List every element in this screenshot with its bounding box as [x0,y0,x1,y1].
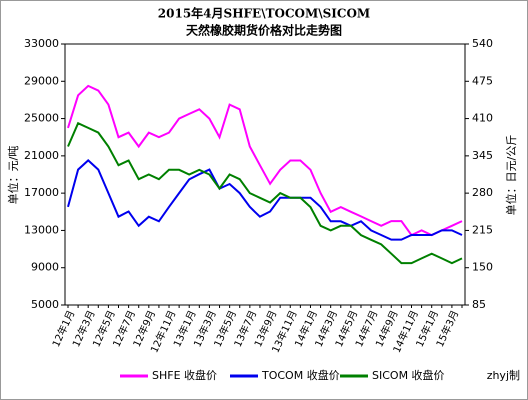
y-tick-label: 25000 [24,112,59,125]
y-tick-label: 9000 [31,261,59,274]
series-line [67,121,463,265]
chart-subtitle: 天然橡胶期货价格对比走势图 [186,23,342,38]
legend-label: TOCOM 收盘价 [261,368,340,382]
chart-title: 2015年4月SHFE\TOCOM\SICOM [158,6,370,21]
y2-tick-label: 215 [472,223,493,236]
y-tick-label: 29000 [24,74,59,87]
legend-label: SHFE 收盘价 [152,368,217,382]
series-line [67,159,463,241]
series-line [67,84,463,237]
y2-tick-label: 85 [472,298,486,311]
y-tick-label: 17000 [24,186,59,199]
y-tick-label: 13000 [24,223,59,236]
y2-tick-label: 150 [472,261,493,274]
y2-tick-label: 540 [472,37,493,50]
y-tick-label: 33000 [24,37,59,50]
y2-tick-label: 345 [472,149,493,162]
y2-tick-label: 475 [472,74,493,87]
y2-tick-label: 280 [472,186,493,199]
plot-area [64,43,466,306]
legend-label: SICOM 收盘价 [372,368,445,382]
y2-tick-label: 410 [472,112,493,125]
y-tick-label: 5000 [31,298,59,311]
y2-axis-label: 单位：日元/公斤 [504,135,518,216]
source-note: zhyj制 [487,369,520,382]
y-axis-label: 单位：元/吨 [6,146,20,205]
y-tick-label: 21000 [24,149,59,162]
